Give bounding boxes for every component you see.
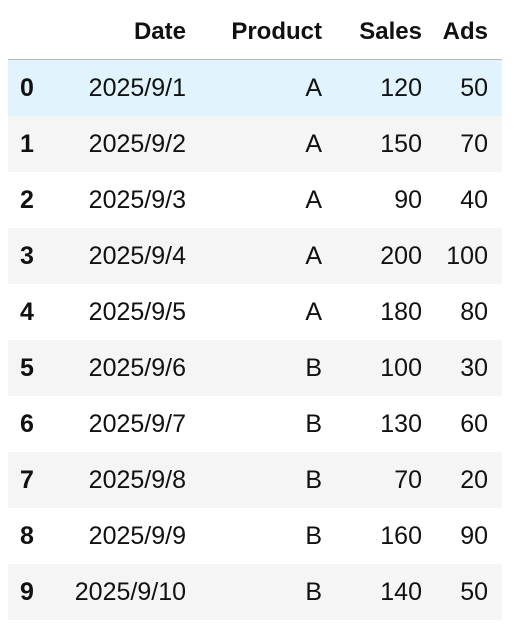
- cell-sales: 150: [380, 129, 422, 158]
- cell-date: 2025/9/10: [74, 577, 186, 606]
- cell-date: 2025/9/8: [88, 465, 186, 494]
- cell-ads: 30: [460, 353, 488, 382]
- cell-product: A: [305, 297, 322, 326]
- cell-sales: 140: [380, 577, 422, 606]
- cell-sales: 130: [380, 409, 422, 438]
- index-header: [8, 4, 58, 60]
- row-index: 9: [20, 577, 34, 606]
- cell-sales: 160: [380, 521, 422, 550]
- table-row[interactable]: 8 2025/9/9 B 160 90: [8, 508, 502, 564]
- cell-date: 2025/9/9: [88, 521, 186, 550]
- row-index: 2: [20, 185, 34, 214]
- cell-date: 2025/9/6: [88, 353, 186, 382]
- table-row[interactable]: 4 2025/9/5 A 180 80: [8, 284, 502, 340]
- table-row[interactable]: 6 2025/9/7 B 130 60: [8, 396, 502, 452]
- cell-sales: 90: [394, 185, 422, 214]
- cell-ads: 60: [460, 409, 488, 438]
- cell-sales: 120: [380, 73, 422, 102]
- cell-date: 2025/9/7: [88, 409, 186, 438]
- cell-product: B: [305, 353, 322, 382]
- cell-ads: 50: [460, 577, 488, 606]
- row-index: 6: [20, 409, 34, 438]
- table-row[interactable]: 3 2025/9/4 A 200 100: [8, 228, 502, 284]
- table-header: Date Product Sales Ads: [8, 4, 502, 60]
- row-index: 0: [20, 73, 34, 102]
- cell-product: B: [305, 465, 322, 494]
- cell-product: A: [305, 241, 322, 270]
- cell-sales: 200: [380, 241, 422, 270]
- dataframe-table-container: Date Product Sales Ads 0 2025/9/1 A 120 …: [8, 4, 502, 620]
- cell-date: 2025/9/4: [88, 241, 186, 270]
- row-index: 8: [20, 521, 34, 550]
- cell-ads: 20: [460, 465, 488, 494]
- dataframe-table: Date Product Sales Ads 0 2025/9/1 A 120 …: [8, 4, 502, 620]
- cell-product: A: [305, 129, 322, 158]
- table-row[interactable]: 2 2025/9/3 A 90 40: [8, 172, 502, 228]
- row-index: 7: [20, 465, 34, 494]
- table-body: 0 2025/9/1 A 120 50 1 2025/9/2 A 150 7 0 …: [8, 59, 502, 620]
- cell-sales: 180: [380, 297, 422, 326]
- row-index: 4: [20, 297, 34, 326]
- row-index: 3: [20, 241, 34, 270]
- row-index: 1: [20, 129, 34, 158]
- table-row[interactable]: 0 2025/9/1 A 120 50: [8, 59, 502, 116]
- cell-date: 2025/9/1: [88, 73, 186, 102]
- cell-ads: 80: [460, 297, 488, 326]
- cell-ads: 40: [460, 185, 488, 214]
- cell-ads: 100: [446, 241, 488, 270]
- cell-product: B: [305, 409, 322, 438]
- cell-ads: 90: [460, 521, 488, 550]
- cell-sales: 70: [394, 465, 422, 494]
- column-header-ads[interactable]: Ads: [436, 4, 502, 60]
- cell-date: 2025/9/5: [88, 297, 186, 326]
- table-row[interactable]: 1 2025/9/2 A 150 70: [8, 116, 502, 172]
- cell-product: A: [305, 73, 322, 102]
- cell-ads: 50: [460, 73, 488, 102]
- cell-sales: 100: [380, 353, 422, 382]
- column-header-sales[interactable]: Sales: [336, 4, 436, 60]
- header-row: Date Product Sales Ads: [8, 4, 502, 60]
- row-index: 5: [20, 353, 34, 382]
- cell-product: B: [305, 577, 322, 606]
- table-row[interactable]: 5 2025/9/6 B 100 30: [8, 340, 502, 396]
- column-header-date[interactable]: Date: [58, 4, 200, 60]
- table-row[interactable]: 7 2025/9/8 B 70 20: [8, 452, 502, 508]
- cell-date: 2025/9/2: [88, 129, 186, 158]
- cell-product: A: [305, 185, 322, 214]
- column-header-product[interactable]: Product: [200, 4, 336, 60]
- cell-product: B: [305, 521, 322, 550]
- cell-ads: 70: [460, 129, 488, 158]
- cell-date: 2025/9/3: [88, 185, 186, 214]
- table-row[interactable]: 9 2025/9/10 B 140 50: [8, 564, 502, 620]
